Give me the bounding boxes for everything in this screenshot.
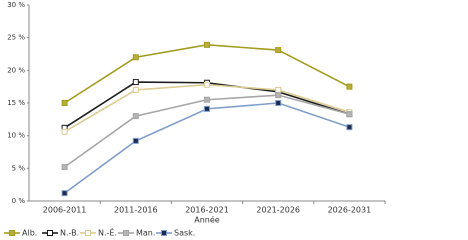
data-point [204, 96, 210, 103]
series-line [64, 102, 350, 194]
y-tick-label: 0 % [12, 197, 26, 205]
x-tick-label: 2011-2016 [114, 206, 158, 215]
data-point [61, 128, 68, 135]
legend-marker [9, 230, 15, 236]
x-tick-label: 2026-2031 [328, 206, 372, 215]
data-point [132, 113, 139, 120]
legend-label: Alb. [22, 229, 37, 238]
legend-marker [85, 230, 91, 236]
data-point [346, 83, 353, 90]
y-tick-label: 10 % [7, 132, 25, 140]
data-point [275, 100, 282, 106]
legend-label: Man. [136, 229, 155, 238]
legend-label: N.-B. [60, 229, 79, 238]
data-point [61, 190, 68, 197]
y-tick-label: 5 % [12, 164, 26, 172]
data-point [275, 92, 282, 99]
y-tick-label: 25 % [7, 34, 25, 42]
x-tick-label: 2006-2011 [43, 206, 87, 215]
y-tick-label: 20 % [7, 66, 25, 74]
data-point [275, 47, 282, 54]
data-point [275, 86, 282, 93]
data-point [132, 137, 139, 144]
y-tick-label: 30 % [7, 1, 25, 9]
x-tick-label: 2021-2026 [256, 206, 300, 215]
series-line [64, 44, 350, 104]
series-line [64, 81, 350, 129]
legend-marker [161, 230, 167, 236]
data-point [132, 54, 139, 61]
data-point [346, 111, 353, 118]
x-axis-label: Année [194, 215, 220, 225]
data-point [204, 81, 210, 88]
legend-marker [47, 230, 53, 236]
data-point [346, 124, 353, 131]
data-point [204, 105, 210, 112]
legend-label: N.-É. [98, 227, 117, 238]
data-point [132, 86, 139, 93]
data-point [204, 41, 210, 48]
data-point [61, 164, 68, 171]
data-point [61, 100, 68, 106]
data-point [132, 79, 139, 86]
legend-marker [123, 230, 129, 236]
y-tick-label: 15 % [7, 99, 25, 107]
legend-label: Sask. [174, 229, 195, 238]
x-tick-label: 2016-2021 [185, 206, 229, 215]
